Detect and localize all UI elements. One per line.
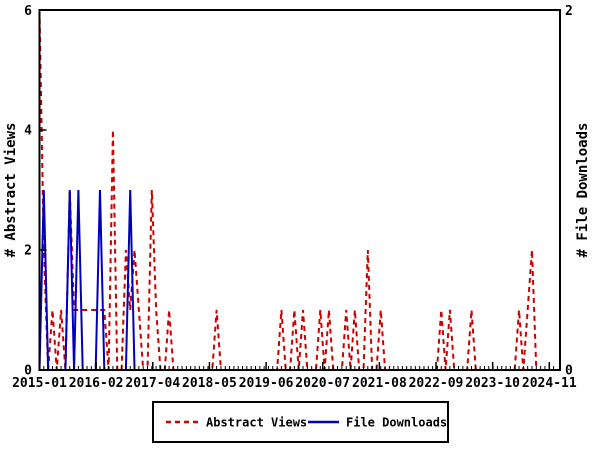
plot-border [38, 9, 561, 371]
y-right-axis-title: # File Downloads [575, 123, 591, 258]
legend-label-abstract-views: Abstract Views [206, 416, 307, 430]
x-tick-label: 2020-07 [295, 376, 350, 391]
abstract-views-line [38, 9, 554, 371]
y-left-tick-label: 6 [24, 4, 32, 19]
legend: Abstract Views File Downloads [152, 401, 449, 443]
x-tick-label: 2021-08 [352, 376, 407, 391]
y-right-tick-label: 0 [565, 364, 573, 379]
x-tick-label: 2022-09 [409, 376, 464, 391]
y-left-axis-title: # Abstract Views [3, 123, 19, 258]
x-tick-label: 2015-01 [12, 376, 67, 391]
y-left-tick-label: 0 [24, 364, 32, 379]
y-left-tick-label: 4 [24, 124, 32, 139]
y-right-tick-label: 2 [565, 4, 573, 19]
x-tick-label: 2019-06 [239, 376, 294, 391]
x-tick-label: 2024-11 [522, 376, 577, 391]
legend-box [152, 401, 449, 443]
x-tick-label: 2023-10 [465, 376, 520, 391]
x-tick-label: 2016-02 [69, 376, 124, 391]
x-tick-label: 2017-04 [125, 376, 180, 391]
y-left-tick-label: 2 [24, 244, 32, 259]
x-tick-label: 2018-05 [182, 376, 237, 391]
legend-label-file-downloads: File Downloads [346, 416, 447, 430]
